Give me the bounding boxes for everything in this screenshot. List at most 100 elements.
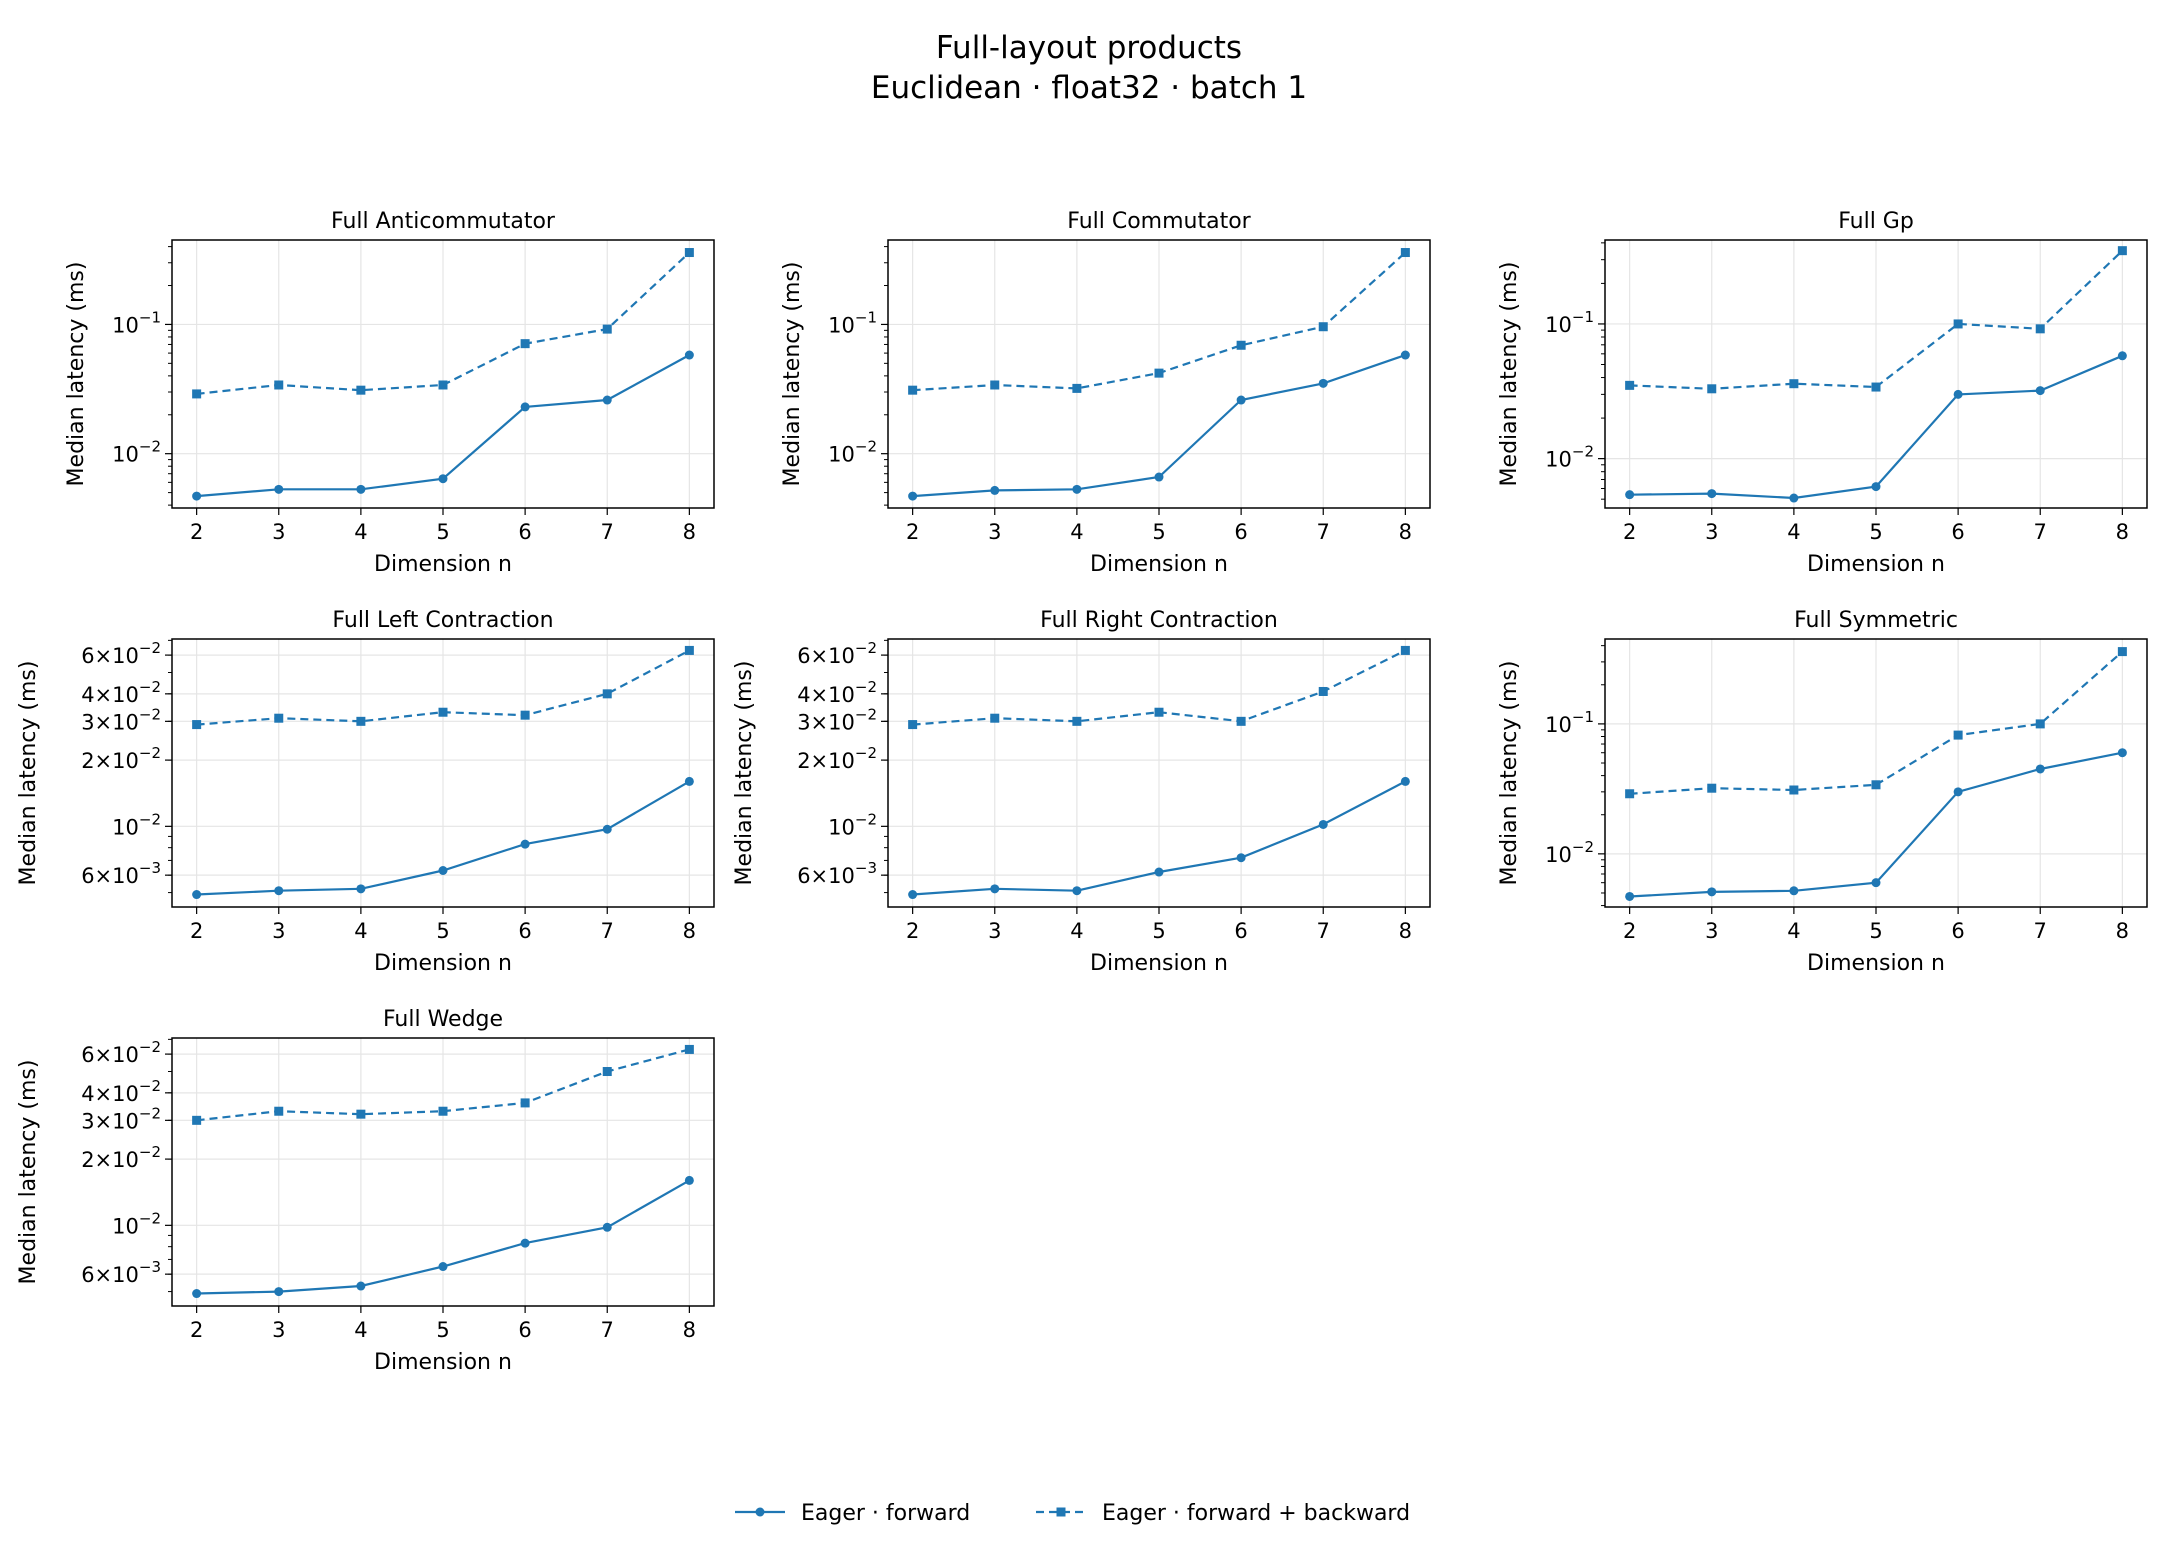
data-point-forward-backward xyxy=(1154,707,1164,717)
data-point-forward-backward xyxy=(1707,384,1717,394)
data-point-forward xyxy=(192,1289,202,1299)
data-point-forward-backward xyxy=(1236,716,1246,726)
data-point-forward-backward xyxy=(192,1115,202,1125)
data-point-forward-backward xyxy=(1625,380,1635,390)
y-tick-exponent: −2 xyxy=(139,1143,161,1161)
axes-frame xyxy=(171,239,715,509)
y-tick-exponent: −3 xyxy=(855,859,877,877)
data-point-forward xyxy=(1236,395,1246,405)
data-point-forward xyxy=(1871,878,1881,888)
data-point-forward-backward xyxy=(1400,248,1410,258)
data-point-forward-backward xyxy=(356,716,366,726)
data-point-forward xyxy=(520,1238,530,1248)
y-tick-label: 2×10−2 xyxy=(797,744,877,773)
x-tick-label: 5 xyxy=(436,520,449,544)
y-tick-base: 10 xyxy=(828,815,855,839)
y-tick-exponent: −3 xyxy=(139,859,161,877)
panel-title: Full Wedge xyxy=(383,1007,503,1032)
data-point-forward-backward xyxy=(356,385,366,395)
data-point-forward xyxy=(438,474,448,484)
x-tick-label: 8 xyxy=(683,520,696,544)
data-point-forward xyxy=(1318,378,1328,388)
y-tick-base: 2×10 xyxy=(81,749,139,773)
y-tick-exponent: −2 xyxy=(1572,443,1594,461)
data-point-forward-backward xyxy=(2035,324,2045,334)
data-point-forward xyxy=(1789,493,1799,503)
data-point-forward-backward xyxy=(520,710,530,720)
data-point-forward xyxy=(602,824,612,834)
data-point-forward xyxy=(990,884,1000,894)
panel-7: 2 3 4 5 6 7 86×10−310−22×10−23×10−24×10−26×10−… xyxy=(16,1007,715,1375)
data-point-forward xyxy=(1707,887,1717,897)
x-tick-label: 4 xyxy=(1070,520,1083,544)
data-point-forward-backward xyxy=(2035,719,2045,729)
y-tick-exponent: −2 xyxy=(855,678,877,696)
data-point-forward xyxy=(602,395,612,405)
x-tick-label: 6 xyxy=(518,919,531,943)
data-point-forward xyxy=(1400,350,1410,360)
y-tick-exponent: −1 xyxy=(139,308,161,326)
y-tick-label: 10−2 xyxy=(1545,443,1594,472)
grid xyxy=(1605,240,2147,508)
y-tick-base: 6×10 xyxy=(81,1043,139,1067)
panel-4: 2 3 4 5 6 7 86×10−310−22×10−23×10−24×10−26×10−… xyxy=(16,608,715,976)
grid xyxy=(1605,639,2147,907)
y-tick-exponent: −2 xyxy=(855,810,877,828)
x-tick-label: 6 xyxy=(1234,919,1247,943)
y-tick-base: 6×10 xyxy=(81,864,139,888)
data-point-forward xyxy=(1154,867,1164,877)
y-tick-base: 10 xyxy=(828,443,855,467)
x-tick-label: 8 xyxy=(1399,919,1412,943)
y-tick-label: 2×10−2 xyxy=(81,1143,161,1172)
y-tick-exponent: −2 xyxy=(139,810,161,828)
x-tick-label: 4 xyxy=(1787,520,1800,544)
x-tick-label: 3 xyxy=(1705,520,1718,544)
data-point-forward-backward xyxy=(990,713,1000,723)
x-tick-label: 3 xyxy=(272,1318,285,1342)
y-tick-label: 6×10−3 xyxy=(797,859,877,888)
x-tick-label: 5 xyxy=(1152,919,1165,943)
y-tick-label: 10−2 xyxy=(112,438,161,467)
data-point-forward-backward xyxy=(520,339,530,349)
data-point-forward-backward xyxy=(192,720,202,730)
data-point-forward xyxy=(356,484,366,494)
legend-marker xyxy=(755,1507,765,1517)
data-point-forward xyxy=(520,402,530,412)
data-point-forward xyxy=(1236,853,1246,863)
x-tick-label: 4 xyxy=(1787,919,1800,943)
data-point-forward xyxy=(1318,819,1328,829)
data-point-forward xyxy=(438,1262,448,1272)
y-tick-base: 10 xyxy=(112,1214,139,1238)
data-point-forward-backward xyxy=(438,707,448,717)
data-point-forward-backward xyxy=(2117,246,2127,256)
x-tick-label: 2 xyxy=(906,919,919,943)
data-point-forward xyxy=(356,1281,366,1291)
y-tick-label: 4×10−2 xyxy=(81,678,161,707)
y-tick-exponent: −2 xyxy=(139,1077,161,1095)
data-point-forward xyxy=(684,1175,694,1185)
y-tick-base: 10 xyxy=(112,313,139,337)
axes-frame xyxy=(887,638,1431,908)
data-point-forward-backward xyxy=(684,1044,694,1054)
data-point-forward-backward xyxy=(1318,686,1328,696)
y-tick-exponent: −1 xyxy=(1572,708,1594,726)
grid xyxy=(172,639,714,907)
x-axis-label: Dimension n xyxy=(1090,552,1228,577)
y-tick-exponent: −2 xyxy=(1572,838,1594,856)
y-axis-label: Median latency (ms) xyxy=(16,1060,41,1285)
x-tick-label: 7 xyxy=(1317,520,1330,544)
y-tick-base: 3×10 xyxy=(81,710,139,734)
legend-label: Eager · forward + backward xyxy=(1102,1501,1410,1526)
y-tick-label: 10−2 xyxy=(1545,838,1594,867)
data-point-forward-backward xyxy=(602,689,612,699)
x-axis-label: Dimension n xyxy=(1807,951,1945,976)
data-point-forward xyxy=(1625,490,1635,500)
data-point-forward xyxy=(1789,886,1799,896)
y-tick-base: 4×10 xyxy=(81,1082,139,1106)
data-point-forward-backward xyxy=(684,645,694,655)
y-tick-label: 3×10−2 xyxy=(81,1104,161,1133)
x-tick-label: 3 xyxy=(988,919,1001,943)
x-tick-label: 2 xyxy=(190,919,203,943)
panel-title: Full Left Contraction xyxy=(332,608,553,633)
